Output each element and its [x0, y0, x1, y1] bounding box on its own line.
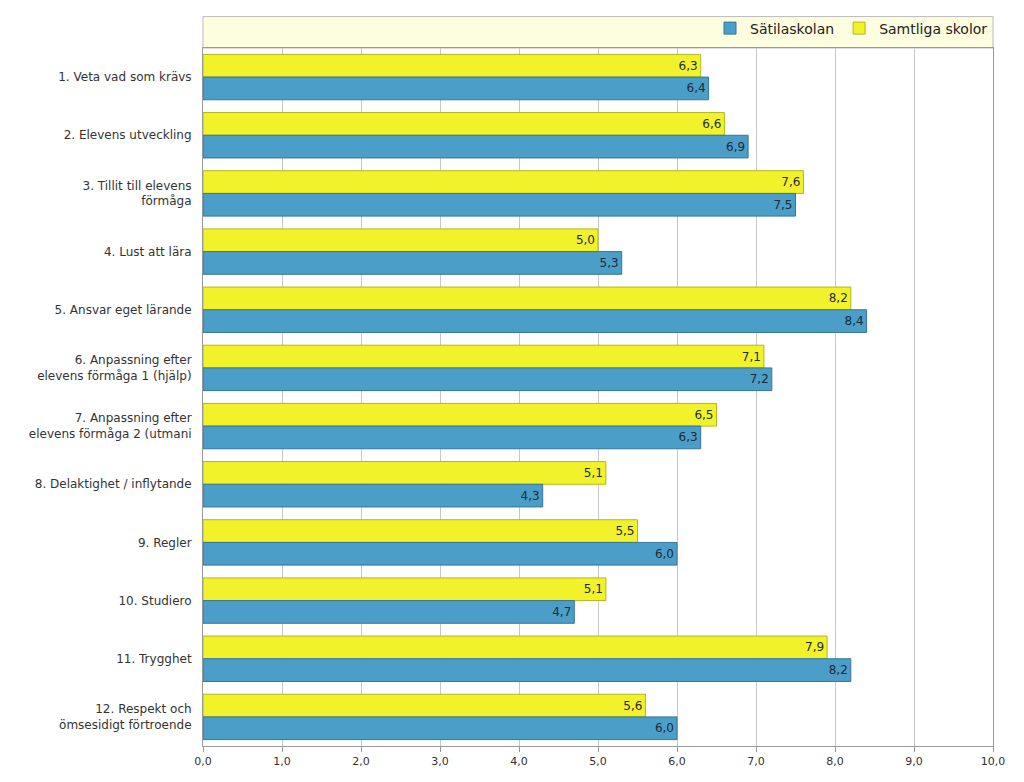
- svg-text:8. Delaktighet / inflytande: 8. Delaktighet / inflytande: [35, 477, 192, 491]
- svg-text:7,1: 7,1: [742, 350, 761, 364]
- svg-text:3. Tillit till elevensförmåga: 3. Tillit till elevensförmåga: [83, 179, 192, 209]
- svg-text:6,0: 6,0: [668, 755, 686, 768]
- svg-text:5. Ansvar eget lärande: 5. Ansvar eget lärande: [55, 303, 192, 317]
- svg-text:5,3: 5,3: [600, 256, 619, 270]
- svg-text:10. Studiero: 10. Studiero: [118, 594, 191, 608]
- svg-text:12. Respekt ochömsesidigt fört: 12. Respekt ochömsesidigt förtroende: [59, 702, 192, 732]
- svg-text:7,5: 7,5: [773, 198, 792, 212]
- svg-text:2,0: 2,0: [352, 755, 370, 768]
- svg-text:6. Anpassning efterelevens för: 6. Anpassning efterelevens förmåga 1 (hj…: [37, 353, 191, 383]
- svg-text:6,5: 6,5: [694, 408, 713, 422]
- svg-text:5,5: 5,5: [615, 524, 634, 538]
- svg-text:8,2: 8,2: [829, 663, 848, 677]
- svg-text:6,6: 6,6: [702, 117, 721, 131]
- svg-text:Sätilaskolan: Sätilaskolan: [750, 21, 834, 37]
- svg-text:5,1: 5,1: [584, 582, 603, 596]
- svg-text:11. Trygghet: 11. Trygghet: [116, 652, 192, 666]
- svg-text:4,3: 4,3: [521, 489, 540, 503]
- svg-text:4,0: 4,0: [510, 755, 528, 768]
- svg-text:8,4: 8,4: [845, 314, 864, 328]
- svg-text:1. Veta vad som krävs: 1. Veta vad som krävs: [58, 70, 191, 84]
- svg-text:4,7: 4,7: [552, 605, 571, 619]
- svg-text:0,0: 0,0: [194, 755, 212, 768]
- svg-text:Samtliga skolor: Samtliga skolor: [879, 21, 987, 37]
- svg-text:6,0: 6,0: [655, 721, 674, 735]
- svg-text:6,0: 6,0: [655, 547, 674, 561]
- svg-text:8,0: 8,0: [826, 755, 844, 768]
- svg-text:5,0: 5,0: [589, 755, 607, 768]
- svg-text:6,9: 6,9: [726, 140, 745, 154]
- svg-text:1,0: 1,0: [273, 755, 291, 768]
- svg-text:9. Regler: 9. Regler: [138, 536, 192, 550]
- svg-text:3,0: 3,0: [431, 755, 449, 768]
- svg-text:4. Lust att lära: 4. Lust att lära: [104, 245, 192, 259]
- svg-text:10,0: 10,0: [981, 755, 1006, 768]
- svg-text:7,2: 7,2: [750, 372, 769, 386]
- svg-text:6,3: 6,3: [679, 59, 698, 73]
- svg-text:7,6: 7,6: [781, 175, 800, 189]
- svg-text:6,4: 6,4: [687, 81, 706, 95]
- svg-text:7,0: 7,0: [747, 755, 765, 768]
- svg-text:9,0: 9,0: [905, 755, 923, 768]
- svg-text:8,2: 8,2: [829, 291, 848, 305]
- svg-text:7. Anpassning efterelevens för: 7. Anpassning efterelevens förmåga 2 (ut…: [29, 411, 192, 441]
- svg-text:5,0: 5,0: [576, 233, 595, 247]
- svg-text:5,6: 5,6: [623, 699, 642, 713]
- svg-text:7,9: 7,9: [805, 640, 824, 654]
- svg-text:2. Elevens utveckling: 2. Elevens utveckling: [64, 128, 192, 142]
- svg-text:5,1: 5,1: [584, 466, 603, 480]
- svg-text:6,3: 6,3: [679, 430, 698, 444]
